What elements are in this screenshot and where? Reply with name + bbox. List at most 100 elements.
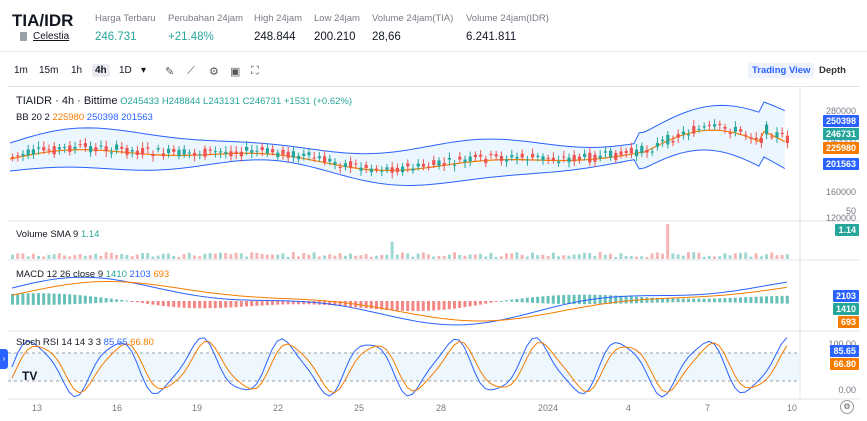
ohlc-legend: TIAIDR · 4h · Bittime O245433 H248844 L2…	[16, 95, 352, 107]
candle-body	[515, 156, 519, 159]
timeframe-1m[interactable]: 1m	[14, 65, 28, 76]
macd-histogram-bar	[531, 297, 534, 303]
candle-body	[421, 163, 425, 167]
candle-body	[21, 153, 25, 156]
timeframe-1h[interactable]: 1h	[71, 65, 83, 76]
candle-body	[146, 147, 150, 149]
candle-body	[167, 148, 171, 154]
indicator-icon[interactable]: ⟋	[187, 65, 195, 77]
candle-body	[765, 124, 769, 135]
volume-bar	[614, 256, 618, 259]
settings-icon[interactable]: ⚙	[840, 400, 854, 414]
macd-histogram-bar	[16, 293, 20, 305]
tab-trading-view[interactable]: Trading View	[748, 63, 815, 78]
macd-histogram-bar	[546, 295, 550, 304]
screenshot-icon[interactable]: ▣	[230, 66, 241, 78]
macd-histogram-bar	[276, 301, 280, 305]
volume-bar	[250, 252, 254, 259]
timeframe-15m[interactable]: 15m	[39, 65, 59, 76]
timeframe-4h[interactable]: 4h	[92, 64, 110, 77]
stat-last-price: Harga Terbaru 246.731	[95, 13, 156, 43]
macd-histogram-bar	[260, 301, 264, 306]
candle-body	[416, 163, 420, 167]
macd-histogram-bar	[739, 297, 742, 303]
candle-body	[57, 147, 61, 150]
stoch-band	[8, 353, 800, 381]
chart-canvas[interactable]	[8, 87, 860, 421]
candle-body	[577, 156, 581, 160]
macd-histogram-bar	[733, 297, 737, 303]
price-scale-label: 160000	[825, 187, 856, 197]
volume-bar	[437, 255, 441, 259]
volume-bar	[525, 256, 529, 259]
volume-bar	[260, 253, 264, 259]
candle-body	[458, 156, 462, 160]
candle-body	[141, 147, 145, 155]
macd-histogram-bar	[603, 295, 607, 304]
candle-body	[78, 144, 82, 146]
candle-body	[255, 150, 259, 152]
candle-body	[536, 155, 540, 157]
macd-histogram-bar	[343, 301, 347, 307]
candle-body	[551, 157, 555, 161]
macd-histogram-bar	[187, 301, 191, 308]
timeframe-1d[interactable]: 1D	[119, 65, 132, 76]
draw-icon[interactable]: ✎	[165, 66, 175, 78]
macd-histogram-bar	[135, 301, 139, 303]
volume-bar	[255, 252, 259, 259]
candle-body	[484, 158, 488, 164]
volume-bar	[125, 254, 129, 259]
volume-bar	[645, 256, 649, 259]
bb-lower-tag: 201563	[822, 158, 859, 170]
bb-lower-line	[9, 149, 786, 186]
macd-histogram-bar	[401, 301, 404, 311]
collapse-panel-icon[interactable]: ›	[0, 349, 8, 369]
stat-change: Perubahan 24jam +21.48%	[168, 13, 243, 43]
candle-body	[739, 129, 743, 132]
macd-legend: MACD 12 26 close 9 1410 2103 693	[16, 269, 169, 280]
volume-bar	[562, 255, 566, 259]
candle-body	[359, 167, 363, 171]
chart-area[interactable]: TIAIDR · 4h · Bittime O245433 H248844 L2…	[0, 86, 860, 421]
candle-body	[390, 167, 394, 173]
macd-histogram-bar	[432, 301, 436, 311]
candle-body	[125, 147, 129, 155]
volume-bar	[68, 256, 72, 259]
stat-value: 200.210	[314, 31, 356, 43]
macd-histogram-bar	[416, 301, 420, 312]
macd-histogram-bar	[302, 301, 306, 305]
candle-body	[286, 151, 290, 158]
candle-body	[99, 145, 103, 147]
macd-histogram-bar	[286, 301, 290, 305]
coin-link[interactable]: Celestia	[20, 31, 69, 42]
last-price-tag: 246731	[822, 128, 859, 140]
chevron-down-icon[interactable]: ▾	[141, 65, 147, 76]
fullscreen-icon[interactable]: ⛶	[251, 65, 259, 77]
candle-body	[525, 159, 529, 161]
volume-bar	[193, 255, 196, 259]
candle-body	[759, 138, 763, 143]
macd-line-value: 2103	[129, 269, 151, 280]
candle-body	[629, 147, 633, 154]
macd-histogram-bar	[780, 295, 784, 304]
macd-histogram-bar	[265, 301, 269, 306]
candle-body	[520, 153, 524, 158]
x-axis-label: 13	[32, 403, 43, 413]
volume-bar	[468, 254, 472, 259]
macd-hist-value: 1410	[105, 269, 127, 280]
stat-value: 246.731	[95, 31, 137, 43]
close-value: C246731	[242, 96, 282, 107]
macd-histogram-bar	[338, 301, 342, 306]
tab-depth[interactable]: Depth	[819, 65, 846, 76]
macd-histogram-bar	[609, 295, 612, 304]
stat-label: Low 24jam	[314, 13, 360, 24]
stat-volume-tia: Volume 24jam(TIA) 28,66	[372, 13, 453, 43]
macd-histogram-bar	[104, 298, 108, 303]
macd-histogram-bar	[395, 301, 399, 311]
macd-signal-value: 693	[153, 269, 170, 280]
macd-histogram-bar	[442, 301, 446, 310]
macd-histogram-bar	[577, 294, 581, 305]
volume-bar	[317, 256, 321, 259]
gear-icon[interactable]: ⚙	[209, 66, 219, 78]
chart-toolbar: 1m 15m 1h 4h 1D ▾ ✎ ⟋ ⚙ ▣ ⛶ Trading View…	[0, 58, 867, 84]
